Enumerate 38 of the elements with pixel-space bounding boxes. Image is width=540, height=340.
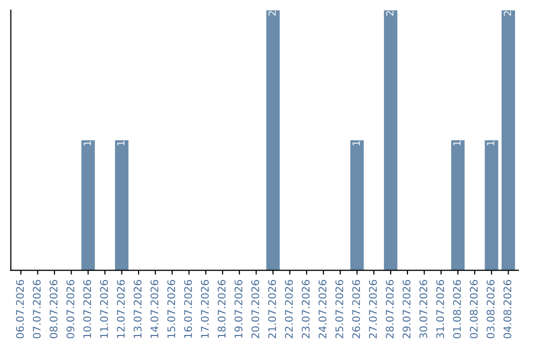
data-label: 1 bbox=[117, 141, 124, 146]
x-tick-label: 02.08.2026 bbox=[470, 280, 478, 338]
x-tick-label: 21.07.2026 bbox=[268, 280, 276, 338]
x-tick-label: 03.08.2026 bbox=[486, 280, 495, 338]
x-tick-label: 12.07.2026 bbox=[116, 280, 125, 338]
x-tick-label: 28.07.2026 bbox=[386, 280, 394, 338]
data-label: 2 bbox=[386, 11, 394, 16]
data-label: 2 bbox=[504, 11, 511, 16]
data-label: 2 bbox=[268, 11, 276, 16]
x-tick-label: 17.07.2026 bbox=[200, 280, 209, 338]
x-tick-label: 07.07.2026 bbox=[32, 280, 41, 338]
x-tick-label: 23.07.2026 bbox=[302, 280, 310, 338]
x-tick-label: 29.07.2026 bbox=[402, 280, 410, 338]
x-tick-label: 14.07.2026 bbox=[150, 280, 158, 338]
x-tick-label: 27.07.2026 bbox=[368, 280, 377, 338]
x-tick-label: 08.07.2026 bbox=[50, 280, 58, 338]
x-tick-label: 30.07.2026 bbox=[419, 280, 428, 338]
x-tick-label: 20.07.2026 bbox=[251, 280, 260, 338]
x-tick-label: 06.07.2026 bbox=[16, 280, 24, 338]
x-tick-label: 18.07.2026 bbox=[218, 280, 226, 338]
x-tick-label: 09.07.2026 bbox=[66, 280, 74, 338]
data-label: 1 bbox=[84, 141, 91, 146]
x-tick-label: 01.08.2026 bbox=[453, 280, 461, 338]
x-tick-label: 25.07.2026 bbox=[335, 280, 344, 338]
x-tick-label: 04.08.2026 bbox=[503, 280, 512, 338]
x-tick-label: 10.07.2026 bbox=[83, 280, 92, 338]
x-tick-label: 16.07.2026 bbox=[184, 280, 192, 338]
data-label: 1 bbox=[352, 141, 360, 146]
x-tick-label: 26.07.2026 bbox=[352, 280, 360, 338]
x-tick-label: 13.07.2026 bbox=[134, 280, 142, 338]
x-tick-label: 31.07.2026 bbox=[436, 280, 444, 338]
x-tick-label: 15.07.2026 bbox=[167, 280, 176, 338]
x-tick-label: 22.07.2026 bbox=[284, 280, 293, 338]
x-tick-label: 24.07.2026 bbox=[318, 280, 326, 338]
x-tick-label: 11.07.2026 bbox=[100, 280, 108, 338]
x-tick-label: 19.07.2026 bbox=[234, 280, 242, 338]
data-label: 1 bbox=[453, 141, 461, 146]
data-label: 1 bbox=[487, 141, 494, 146]
